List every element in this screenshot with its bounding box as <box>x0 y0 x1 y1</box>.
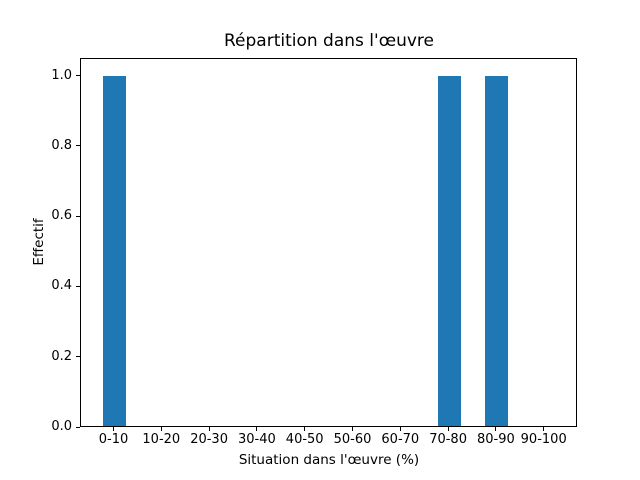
x-tick <box>495 427 497 431</box>
x-tick-label: 80-90 <box>477 432 515 447</box>
x-tick <box>113 427 114 431</box>
x-tick-label: 20-30 <box>190 432 228 447</box>
x-tick-label: 70-80 <box>429 432 467 447</box>
x-tick <box>304 427 306 431</box>
y-axis-label: Effectif <box>31 218 47 266</box>
bar <box>485 76 509 426</box>
chart-title: Répartition dans l'œuvre <box>223 31 435 51</box>
y-tick <box>76 75 80 77</box>
y-tick-label: 0.6 <box>51 208 72 224</box>
x-tick <box>256 427 258 431</box>
x-tick <box>160 427 162 431</box>
y-tick <box>76 215 80 217</box>
y-tick-label: 0.0 <box>51 419 72 434</box>
x-tick <box>543 427 545 431</box>
plot-area <box>80 58 577 427</box>
x-tick <box>447 427 449 431</box>
x-tick-label: 90-100 <box>520 432 567 447</box>
x-tick <box>208 427 210 431</box>
bar <box>437 76 461 426</box>
x-tick <box>399 427 401 431</box>
x-tick-label: 30-40 <box>238 432 276 447</box>
x-tick <box>352 427 353 431</box>
x-tick-label: 10-20 <box>142 432 181 447</box>
x-tick-label: 60-70 <box>381 432 420 447</box>
y-tick-label: 0.2 <box>51 348 72 364</box>
y-tick <box>76 285 80 287</box>
x-tick-label: 0-10 <box>98 432 129 447</box>
x-tick-label: 40-50 <box>285 432 324 447</box>
y-tick-label: 0.8 <box>51 137 72 153</box>
x-axis-label: Situation dans l'œuvre (%) <box>238 452 420 468</box>
bar <box>103 76 126 426</box>
y-tick <box>76 356 80 358</box>
y-tick-label: 1.0 <box>51 67 72 83</box>
y-tick <box>76 426 80 428</box>
y-tick-label: 0.4 <box>51 278 72 294</box>
x-tick-label: 50-60 <box>333 432 372 447</box>
y-tick <box>76 145 80 147</box>
